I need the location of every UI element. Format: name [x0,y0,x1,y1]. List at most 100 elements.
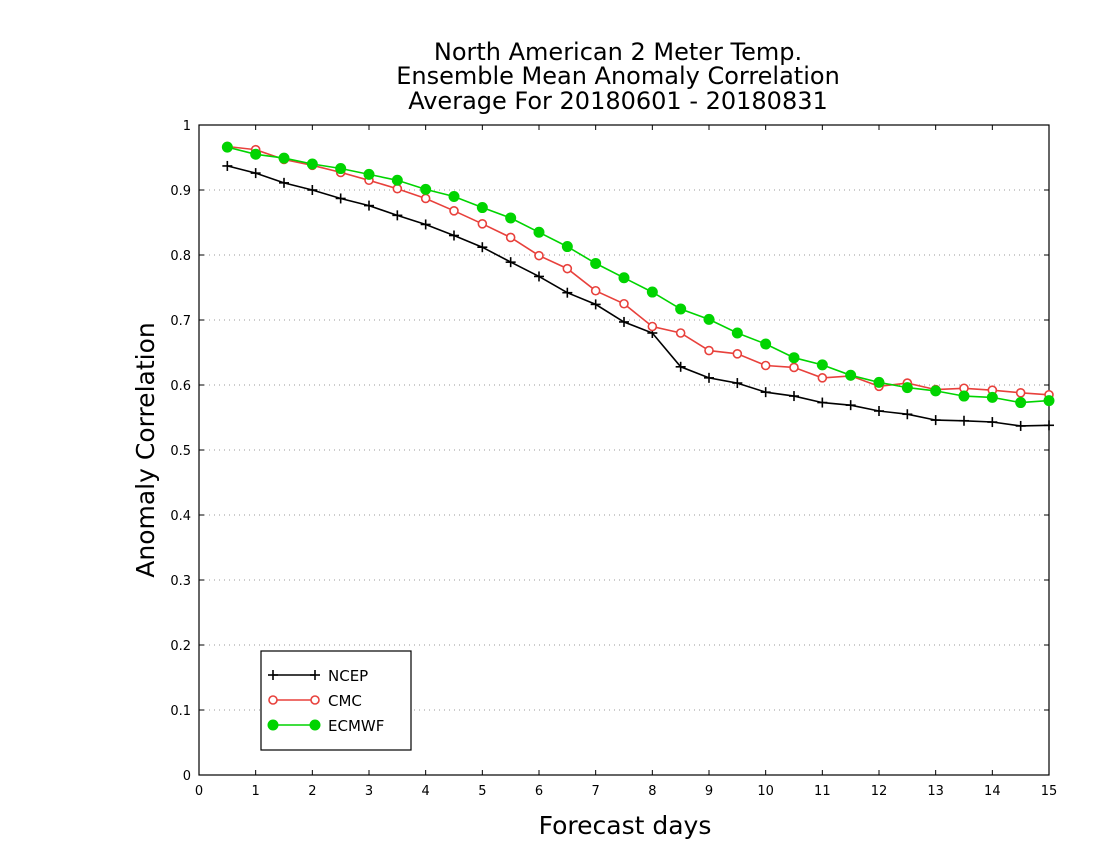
data-point-ncep [1015,420,1026,431]
data-point-ncep [874,406,884,416]
legend-label: NCEP [328,667,368,685]
data-point-ncep [789,391,799,402]
series-line-ecmwf [227,146,1050,404]
data-point-ncep [987,417,998,428]
legend-marker [309,719,321,731]
data-point-ncep [534,271,544,282]
y-tick-label: 0.5 [170,444,191,459]
data-point-cmc [704,345,714,356]
legend-marker [267,719,279,731]
data-point-ecmwf [476,202,488,214]
data-point-cmc [590,285,601,296]
y-tick-label: 0.1 [170,704,191,719]
data-point-cmc [505,232,516,243]
data-point-ecmwf [391,174,403,186]
series-ncep [222,160,1054,431]
data-point-ecmwf [646,286,658,298]
data-point-cmc [1015,387,1026,398]
data-point-cmc [477,219,488,229]
data-point-cmc [789,362,799,373]
x-tick-label: 3 [365,784,373,799]
chart-title: North American 2 Meter Temp. Ensemble Me… [396,38,840,115]
data-point-ecmwf [420,183,432,195]
data-point-cmc [675,328,686,338]
data-point-ncep [959,415,969,426]
x-tick-label: 5 [478,784,486,799]
data-point-ecmwf [675,303,687,315]
data-point-cmc [420,193,431,204]
x-tick-label: 7 [592,784,600,799]
data-point-ecmwf [788,352,800,364]
data-point-ecmwf [986,391,998,403]
data-point-ncep [930,415,941,426]
x-tick-label: 11 [814,784,831,799]
data-point-cmc [760,360,771,371]
data-point-ecmwf [703,313,715,325]
data-point-ncep [222,160,233,171]
tick-labels: 0 1 2 3 4 5 6 7 8 9 10 11 12 13 14 1500.10.20.30.40.50.… [170,119,1057,799]
data-point-ncep [902,409,913,420]
data-point-ncep [449,230,459,241]
data-point-ecmwf [760,338,772,350]
data-point-cmc [619,298,629,309]
data-point-ncep [590,299,601,310]
x-tick-label: 0 [195,784,203,799]
y-tick-label: 0.2 [170,639,191,654]
x-axis-label: Forecast days [539,811,712,840]
data-point-ecmwf [561,241,573,253]
data-point-ncep [760,387,771,398]
data-point-ecmwf [335,163,347,175]
data-point-ecmwf [306,158,318,170]
y-tick-label: 0.4 [170,509,191,524]
series-ecmwf [221,141,1055,409]
legend-entry-cmc: CMC [268,692,362,710]
x-tick-label: 2 [308,784,316,799]
y-tick-label: 0.9 [170,184,191,199]
data-point-ncep [619,316,629,327]
legend-entry-ecmwf: ECMWF [267,717,384,735]
gridlines [199,189,1049,711]
data-point-ecmwf [363,168,375,180]
data-point-ecmwf [505,212,517,224]
data-point-ecmwf [873,376,885,388]
data-point-ecmwf [590,257,602,269]
data-point-ecmwf [958,390,970,402]
x-tick-label: 12 [871,784,888,799]
data-point-cmc [647,321,658,332]
data-point-ecmwf [1043,395,1055,407]
data-point-ncep [675,361,686,372]
title-line-1: North American 2 Meter Temp. [434,38,802,66]
legend-entry-ncep: NCEP [268,667,368,685]
data-point-ncep [477,242,488,253]
y-tick-label: 0 [183,769,191,784]
data-point-ncep [704,372,714,383]
data-point-ncep [505,257,516,268]
data-point-ecmwf [816,359,828,371]
data-point-ncep [817,397,828,408]
legend-marker [310,670,320,680]
data-point-ecmwf [221,141,233,153]
data-point-ncep [732,378,743,389]
data-point-ecmwf [1015,397,1027,409]
x-tick-label: 15 [1041,784,1058,799]
data-point-ncep [392,210,403,221]
x-tick-label: 1 [252,784,260,799]
data-point-ecmwf [278,152,290,164]
data-point-ncep [845,400,856,411]
data-point-cmc [562,263,573,274]
data-point-ncep [364,200,374,211]
y-axis-label: Anomaly Correlation [131,322,160,577]
x-tick-label: 14 [984,784,1001,799]
data-point-cmc [392,183,403,194]
data-point-ecmwf [930,385,942,397]
y-tick-label: 0.7 [170,314,191,329]
data-point-ncep [335,193,346,204]
data-point-ecmwf [533,226,545,238]
data-point-ncep [420,219,431,230]
data-point-cmc [817,373,828,383]
data-point-ncep [562,287,573,298]
x-tick-label: 4 [422,784,430,799]
y-tick-label: 1 [183,119,191,134]
data-point-ecmwf [731,327,743,339]
